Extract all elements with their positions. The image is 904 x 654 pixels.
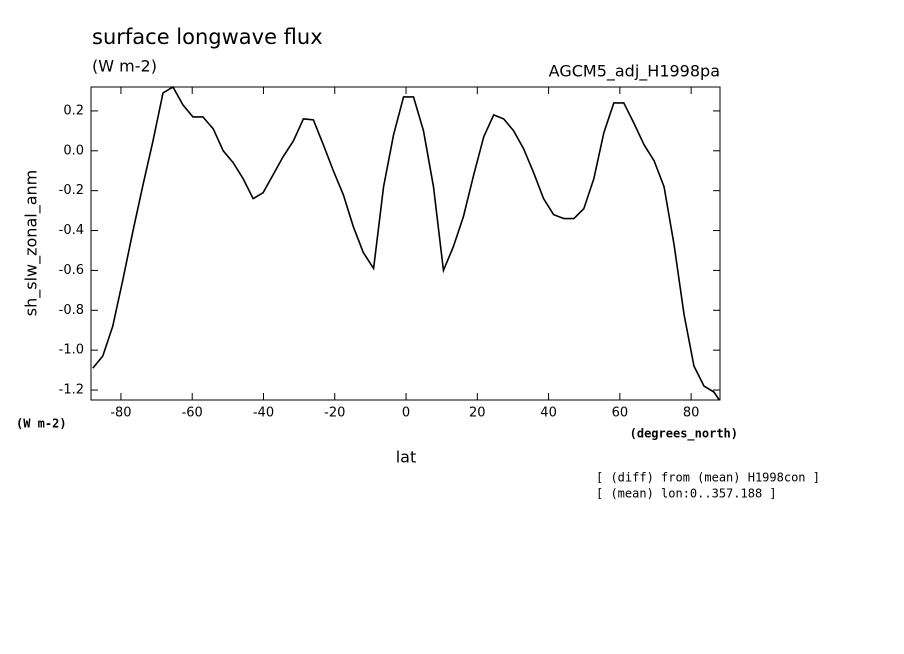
x-tick-label: 40: [540, 406, 557, 421]
x-tick-label: 80: [683, 406, 700, 421]
x-tick-label: 20: [469, 406, 486, 421]
x-tick-label: -40: [253, 406, 274, 421]
y-tick-label: -1.2: [59, 383, 84, 398]
y-tick-label: -0.8: [59, 303, 84, 318]
x-axis-label: lat: [396, 448, 417, 467]
y-tick-label: -0.6: [59, 263, 84, 278]
plot-frame: [90, 86, 721, 401]
y-tick-label: -1.0: [59, 343, 84, 358]
note: [ (mean) lon:0..357.188 ]: [596, 487, 777, 501]
y-tick-label: 0.2: [63, 103, 84, 118]
y-unit: (W m-2): [16, 417, 67, 431]
y-tick-label: -0.4: [59, 223, 84, 238]
x-unit: (degrees_north): [630, 427, 738, 442]
y-tick-label: -0.2: [59, 183, 84, 198]
y-axis-label: sh_slw_zonal_anm: [22, 170, 42, 316]
x-tick-label: -80: [110, 406, 131, 421]
chart-title: surface longwave flux: [92, 25, 323, 49]
y-tick-label: 0.0: [63, 143, 84, 158]
x-tick-label: 60: [612, 406, 629, 421]
x-tick-label: -20: [324, 406, 345, 421]
x-tick-label: 0: [402, 406, 410, 421]
x-tick-label: -60: [182, 406, 203, 421]
run-label: AGCM5_adj_H1998pa: [549, 62, 720, 82]
chart-subtitle: (W m-2): [92, 57, 157, 76]
note: [ (diff) from (mean) H1998con ]: [596, 471, 820, 485]
data-line: [92, 85, 720, 401]
